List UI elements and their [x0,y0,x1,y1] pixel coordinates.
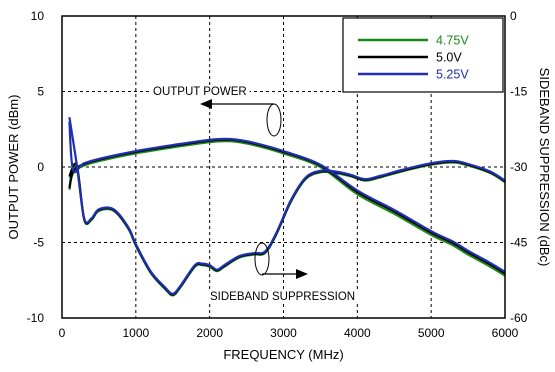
y2-tick-label: -15 [510,85,528,99]
y-tick-label: -10 [27,311,45,325]
output-power-annotation: OUTPUT POWER [150,85,282,137]
sideband-line-4-75v [68,161,506,297]
series-layer [68,117,506,297]
legend-box [342,17,504,93]
legend: 4.75V 5.0V 5.25V [342,17,504,93]
plot-frame [61,15,506,319]
y-tick-label: 10 [31,9,45,23]
sideband-suppression-label: SIDEBAND SUPPRESSION [210,291,355,303]
sideband-line-5-25v [68,117,506,295]
x-tick-label: 4000 [344,326,371,340]
output-power-arrowhead [200,99,212,109]
output-power-bracket-ellipse [266,103,282,137]
legend-label: 5.0V [436,51,462,65]
y-tick-label: -5 [33,236,44,250]
y-axis-label: OUTPUT POWER (dBm) [6,95,21,240]
y-tick-label: 5 [37,85,44,99]
x-tick-label: 0 [59,326,66,340]
y2-tick-label: -30 [510,160,528,174]
x-axis-label: FREQUENCY (MHz) [223,347,343,362]
y2-tick-label: -60 [510,311,528,325]
output-power-line-4-75v [68,139,506,277]
x-tick-label: 5000 [418,326,445,340]
tick-labels: 0 1000 2000 3000 4000 5000 6000 10 5 0 -5 -10 0 -15 -3… [27,9,528,340]
y2-axis-label: SIDEBAND SUPPRESSION (dBc) [537,68,552,267]
x-tick-label: 1000 [122,326,149,340]
x-tick-label: 3000 [270,326,297,340]
y2-tick-label: 0 [510,9,517,23]
output-power-label: OUTPUT POWER [153,86,247,98]
sideband-line-5-0v [68,160,506,296]
sideband-arrowhead [296,269,308,279]
x-tick-label: 2000 [196,326,223,340]
x-tick-label: 6000 [492,326,519,340]
y-tick-label: 0 [37,160,44,174]
sideband-bracket-ellipse [254,242,270,276]
legend-label: 4.75V [436,34,469,48]
sideband-annotation: SIDEBAND SUPPRESSION [207,242,359,304]
legend-label: 5.25V [436,68,469,82]
output-power-line-5-25v [68,121,506,273]
y2-tick-label: -45 [510,236,528,250]
